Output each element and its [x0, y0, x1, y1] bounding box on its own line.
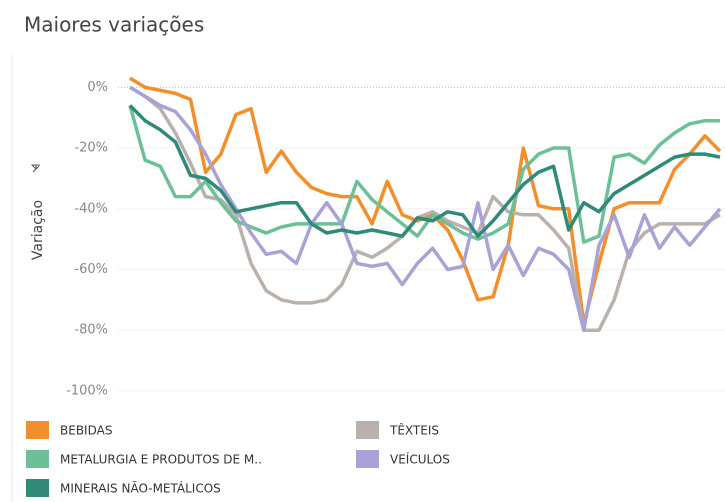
legend-swatch [26, 421, 49, 439]
y-tick-label: 0% [87, 80, 108, 95]
legend-label: METALURGIA E PRODUTOS DE M.. [60, 453, 262, 467]
y-tick-label: -60% [74, 262, 108, 277]
chart-title: Maiores variações [24, 13, 204, 37]
y-tick-label: -100% [66, 383, 108, 398]
legend-swatch [356, 450, 379, 468]
legend-label: VEÍCULOS [390, 452, 450, 467]
legend-swatch [26, 450, 49, 468]
y-tick-label: -20% [74, 141, 108, 156]
legend-swatch [26, 479, 49, 497]
series-line [128, 104, 721, 238]
series-line [129, 85, 721, 332]
legend-label: TÊXTEIS [389, 423, 439, 438]
y-tick-label: -80% [74, 323, 108, 338]
legend-label: BEBIDAS [60, 424, 112, 438]
pin-icon [30, 164, 40, 173]
legend-swatch [356, 421, 379, 439]
series-line [128, 105, 720, 244]
series-line [129, 85, 722, 332]
y-axis-title: Variação [30, 200, 46, 260]
legend-label: MINERAIS NÃO-METÁLICOS [60, 481, 221, 496]
y-tick-label: -40% [74, 201, 108, 216]
